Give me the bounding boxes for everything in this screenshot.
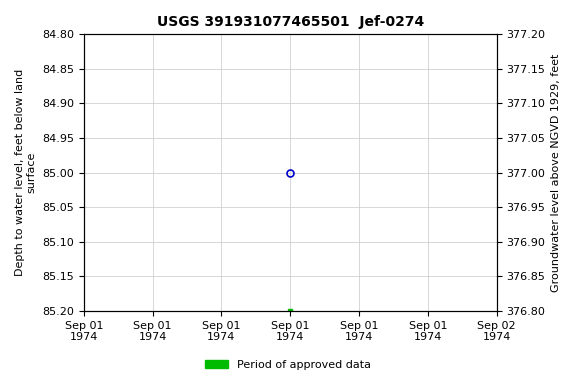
Y-axis label: Depth to water level, feet below land
surface: Depth to water level, feet below land su… bbox=[15, 69, 37, 276]
Y-axis label: Groundwater level above NGVD 1929, feet: Groundwater level above NGVD 1929, feet bbox=[551, 53, 561, 292]
Legend: Period of approved data: Period of approved data bbox=[201, 356, 375, 375]
Title: USGS 391931077465501  Jef-0274: USGS 391931077465501 Jef-0274 bbox=[157, 15, 424, 29]
